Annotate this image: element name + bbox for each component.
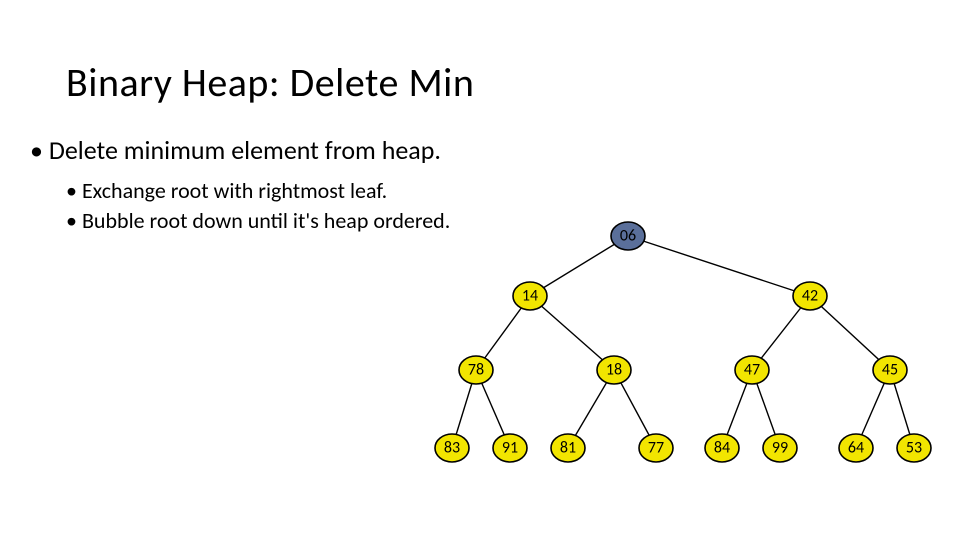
tree-node: 45 [873, 356, 907, 384]
tree-node: 81 [551, 434, 585, 462]
tree-node: 83 [435, 434, 469, 462]
tree-node-label: 77 [648, 439, 664, 458]
tree-node-label: 78 [468, 361, 484, 380]
tree-node-label: 64 [848, 439, 864, 458]
tree-node: 14 [513, 282, 547, 310]
tree-node: 18 [597, 356, 631, 384]
tree-node-label: 81 [560, 439, 576, 458]
tree-edge [530, 236, 628, 296]
tree-node-label: 42 [802, 287, 818, 306]
tree-edge [530, 296, 614, 370]
tree-node: 99 [763, 434, 797, 462]
tree-node-label: 91 [502, 439, 518, 458]
tree-node-label: 45 [882, 361, 898, 380]
tree-node: 47 [735, 356, 769, 384]
tree-node-label: 14 [522, 287, 538, 306]
tree-node: 84 [705, 434, 739, 462]
tree-node-label: 84 [714, 439, 730, 458]
tree-node-label: 83 [444, 439, 460, 458]
tree-nodes: 06 14 42 78 18 47 45 83 91 81 77 84 99 64 53 [435, 222, 931, 462]
tree-edge [628, 236, 810, 296]
tree-node-label: 18 [606, 361, 622, 380]
tree-node-label: 99 [772, 439, 788, 458]
tree-node: 78 [459, 356, 493, 384]
tree-node: 91 [493, 434, 527, 462]
tree-node-label: 47 [744, 361, 760, 380]
heap-tree-diagram: 06 14 42 78 18 47 45 83 91 81 77 84 99 64 53 [0, 0, 960, 540]
tree-node: 42 [793, 282, 827, 310]
tree-node: 06 [611, 222, 645, 250]
tree-node: 53 [897, 434, 931, 462]
tree-node-label: 53 [906, 439, 922, 458]
tree-edge [810, 296, 890, 370]
tree-node: 77 [639, 434, 673, 462]
tree-edges [452, 236, 914, 448]
tree-node-label: 06 [620, 227, 636, 246]
tree-node: 64 [839, 434, 873, 462]
